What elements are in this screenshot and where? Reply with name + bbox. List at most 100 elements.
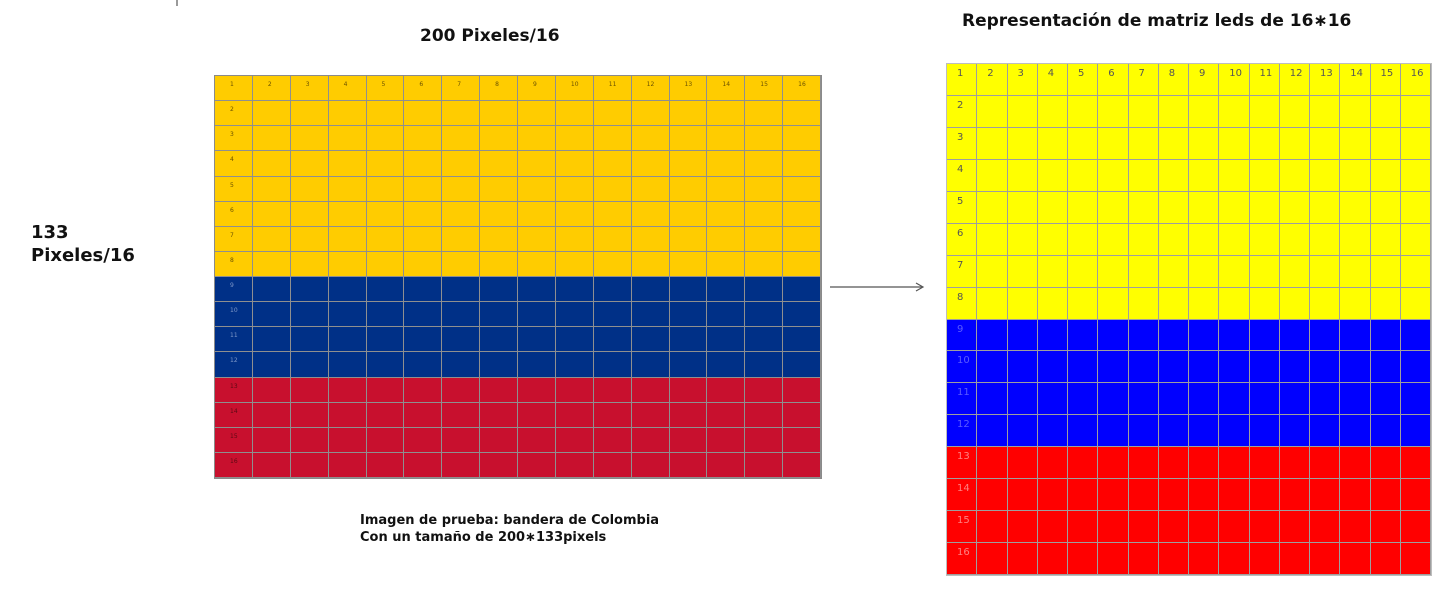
flag-grid-cell	[593, 327, 632, 353]
led-grid-cell	[1128, 447, 1159, 480]
led-grid-column-label: 10	[1219, 64, 1250, 96]
flag-grid-cell	[593, 176, 632, 202]
led-grid-cell	[1279, 127, 1310, 160]
led-grid-row-label: 12	[947, 415, 978, 448]
flag-grid-cell	[631, 377, 670, 403]
flag-grid-row-label: 8	[215, 251, 253, 277]
flag-grid-cell	[593, 402, 632, 428]
led-grid-column-label: 6	[1098, 64, 1129, 96]
led-grid-cell	[1068, 543, 1099, 575]
led-grid-cell	[1279, 255, 1310, 288]
led-grid-cell	[1400, 415, 1431, 448]
led-grid-cell	[1007, 479, 1038, 512]
flag-grid-cell	[366, 201, 405, 227]
left-figure-title: 200 Pixeles/16	[420, 26, 560, 46]
led-grid-cell	[1249, 159, 1280, 192]
led-grid-cell	[1098, 383, 1129, 416]
led-grid-cell	[1098, 127, 1129, 160]
led-grid-column-label: 2	[977, 64, 1008, 96]
led-grid-cell	[1370, 415, 1401, 448]
flag-grid-column-label: 12	[631, 76, 670, 102]
led-grid-cell	[1340, 479, 1371, 512]
flag-grid-cell	[404, 151, 443, 177]
led-grid-cell	[1310, 319, 1341, 352]
flag-grid-row-label: 5	[215, 176, 253, 202]
led-grid-cell	[1310, 255, 1341, 288]
flag-grid-cell	[593, 126, 632, 152]
led-grid-cell	[1400, 319, 1431, 352]
led-grid-cell	[1068, 319, 1099, 352]
flag-grid-row-label: 3	[215, 126, 253, 152]
led-grid-cell	[1189, 95, 1220, 128]
flag-grid-column-label: 4	[328, 76, 367, 102]
led-grid-cell	[1340, 95, 1371, 128]
led-grid-column-label: 4	[1037, 64, 1068, 96]
led-grid-cell	[1189, 191, 1220, 224]
flag-grid-cell	[707, 452, 746, 478]
led-grid-row-label: 6	[947, 223, 978, 256]
flag-grid-cell	[442, 377, 481, 403]
flag-grid-cell	[366, 427, 405, 453]
flag-grid-cell	[290, 201, 329, 227]
led-grid-cell	[1037, 479, 1068, 512]
led-grid-cell	[1310, 95, 1341, 128]
led-grid-cell	[1370, 351, 1401, 384]
flag-grid-cell	[480, 427, 518, 453]
led-grid-cell	[1158, 415, 1189, 448]
flag-grid-cell	[555, 402, 594, 428]
led-grid-cell	[1249, 191, 1280, 224]
flag-grid-cell	[555, 302, 594, 328]
flag-grid-cell	[669, 377, 708, 403]
flag-grid-cell	[518, 226, 556, 252]
led-grid-cell	[1007, 351, 1038, 384]
flag-grid-cell	[555, 201, 594, 227]
flag-grid-cell	[669, 327, 708, 353]
led-grid-row-label: 10	[947, 351, 978, 384]
led-grid-cell	[1158, 159, 1189, 192]
flag-grid-cell	[252, 452, 291, 478]
led-grid-cell	[1037, 415, 1068, 448]
led-grid-cell	[1400, 223, 1431, 256]
led-grid-column-label: 3	[1007, 64, 1038, 96]
led-grid-row-label: 15	[947, 511, 978, 544]
flag-grid-cell	[707, 226, 746, 252]
led-grid-cell	[1098, 543, 1129, 575]
led-grid-cell	[1128, 223, 1159, 256]
led-grid-cell	[1219, 351, 1250, 384]
led-grid-cell	[1158, 127, 1189, 160]
flag-grid-column-label: 15	[745, 76, 784, 102]
led-grid-cell	[1279, 287, 1310, 320]
left-height-unit: Pixeles/16	[31, 245, 135, 266]
led-grid-cell	[1068, 223, 1099, 256]
led-grid-cell	[1189, 223, 1220, 256]
led-grid-cell	[1279, 95, 1310, 128]
flag-grid-cell	[669, 176, 708, 202]
flag-grid-cell	[366, 327, 405, 353]
flag-grid-cell	[518, 302, 556, 328]
flag-grid-cell	[290, 402, 329, 428]
led-grid-cell	[1068, 159, 1099, 192]
flag-grid-cell	[555, 452, 594, 478]
flag-grid-cell	[555, 377, 594, 403]
flag-grid-cell	[404, 327, 443, 353]
led-grid-cell	[977, 415, 1008, 448]
led-grid-cell	[1370, 287, 1401, 320]
led-grid-cell	[1340, 543, 1371, 575]
led-grid-cell	[1128, 351, 1159, 384]
led-grid-cell	[1037, 223, 1068, 256]
flag-grid-cell	[442, 302, 481, 328]
flag-grid-cell	[631, 402, 670, 428]
flag-grid-row-label: 12	[215, 352, 253, 378]
led-grid-cell	[1219, 159, 1250, 192]
flag-grid-cell	[252, 251, 291, 277]
flag-grid-cell	[480, 226, 518, 252]
flag-grid-cell	[518, 377, 556, 403]
flag-grid-cell	[252, 151, 291, 177]
flag-grid-row-label: 2	[215, 101, 253, 127]
led-grid-cell	[977, 383, 1008, 416]
led-grid-cell	[1400, 447, 1431, 480]
led-grid-cell	[1219, 191, 1250, 224]
flag-grid-cell	[480, 352, 518, 378]
led-grid-cell	[1189, 351, 1220, 384]
led-grid-cell	[1340, 159, 1371, 192]
